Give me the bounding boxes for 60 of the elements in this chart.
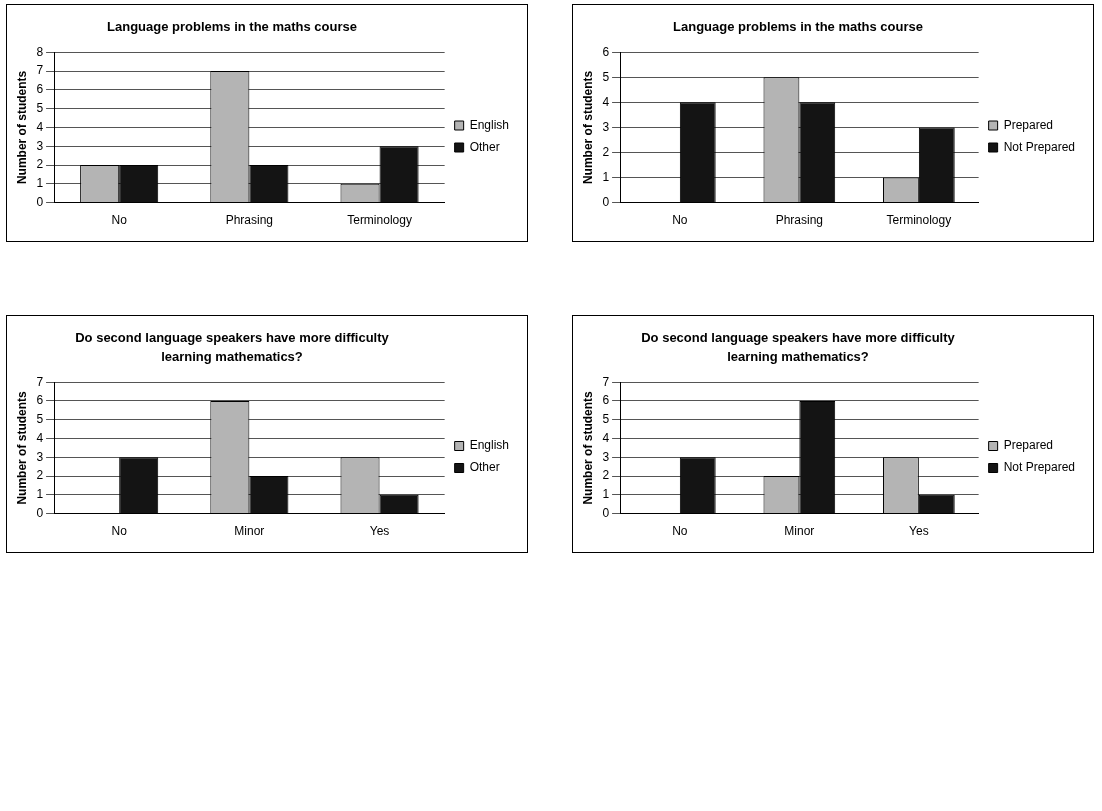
- y-tick-label: 4: [36, 119, 44, 134]
- legend-label: Not Prepared: [1003, 139, 1075, 154]
- x-tick-label: Yes: [909, 524, 929, 539]
- legend-label: English: [469, 438, 509, 453]
- legend-label: Other: [469, 139, 500, 154]
- y-tick-label: 1: [36, 487, 44, 502]
- y-tick-label: 1: [36, 176, 44, 191]
- legend-label: Other: [469, 460, 500, 475]
- x-tick-label: Terminology: [347, 213, 412, 228]
- y-tick-label: 4: [36, 430, 44, 445]
- y-axis-title: Number of students: [14, 70, 29, 185]
- y-tick-label: 6: [602, 393, 610, 408]
- y-tick-label: 4: [602, 430, 610, 445]
- chart-title: Do second language speakers have more difficulty learning mathematics?: [640, 329, 956, 366]
- y-tick-label: 5: [36, 100, 44, 115]
- y-tick-label: 0: [602, 505, 610, 520]
- y-tick-label: 1: [602, 169, 610, 184]
- y-tick-label: 2: [36, 468, 44, 483]
- legend-label: Prepared: [1003, 117, 1053, 132]
- x-tick-label: Phrasing: [775, 213, 824, 228]
- y-tick-label: 5: [602, 412, 610, 427]
- y-axis-title: Number of students: [580, 390, 595, 505]
- y-tick-label: 1: [602, 487, 610, 502]
- y-tick-label: 6: [36, 393, 44, 408]
- y-tick-label: 0: [36, 505, 44, 520]
- y-tick-label: 5: [602, 69, 610, 84]
- legend-label: English: [469, 117, 509, 132]
- x-tick-label: Phrasing: [225, 213, 274, 228]
- y-tick-label: 3: [602, 119, 610, 134]
- y-tick-label: 2: [36, 157, 44, 172]
- y-tick-label: 7: [36, 374, 44, 389]
- y-tick-label: 3: [602, 449, 610, 464]
- x-tick-label: No: [672, 524, 688, 539]
- y-axis-title: Number of students: [14, 390, 29, 505]
- y-tick-label: 2: [602, 144, 610, 159]
- y-tick-label: 4: [602, 94, 610, 109]
- y-tick-label: 0: [36, 194, 44, 209]
- y-axis-title: Number of students: [580, 70, 595, 185]
- legend-label: Prepared: [1003, 438, 1053, 453]
- y-tick-label: 7: [602, 374, 610, 389]
- x-tick-label: Minor: [784, 524, 815, 539]
- x-tick-label: Minor: [234, 524, 265, 539]
- y-tick-label: 6: [36, 82, 44, 97]
- y-tick-label: 8: [36, 44, 44, 59]
- legend-label: Not Prepared: [1003, 460, 1075, 475]
- chart-title: Language problems in the maths course: [672, 18, 924, 36]
- y-tick-label: 0: [602, 194, 610, 209]
- y-tick-label: 3: [36, 449, 44, 464]
- x-tick-label: No: [111, 213, 128, 228]
- x-tick-label: Terminology: [886, 213, 952, 228]
- y-tick-label: 2: [602, 468, 610, 483]
- y-tick-label: 6: [602, 44, 610, 59]
- y-tick-label: 5: [36, 412, 44, 427]
- y-tick-label: 3: [36, 138, 44, 153]
- chart-title: Language problems in the maths course: [106, 18, 358, 36]
- x-tick-label: Yes: [369, 524, 390, 539]
- y-tick-label: 7: [36, 63, 44, 78]
- x-tick-label: No: [111, 524, 128, 539]
- x-tick-label: No: [672, 213, 688, 228]
- chart-title: Do second language speakers have more difficulty learning mathematics?: [74, 329, 390, 366]
